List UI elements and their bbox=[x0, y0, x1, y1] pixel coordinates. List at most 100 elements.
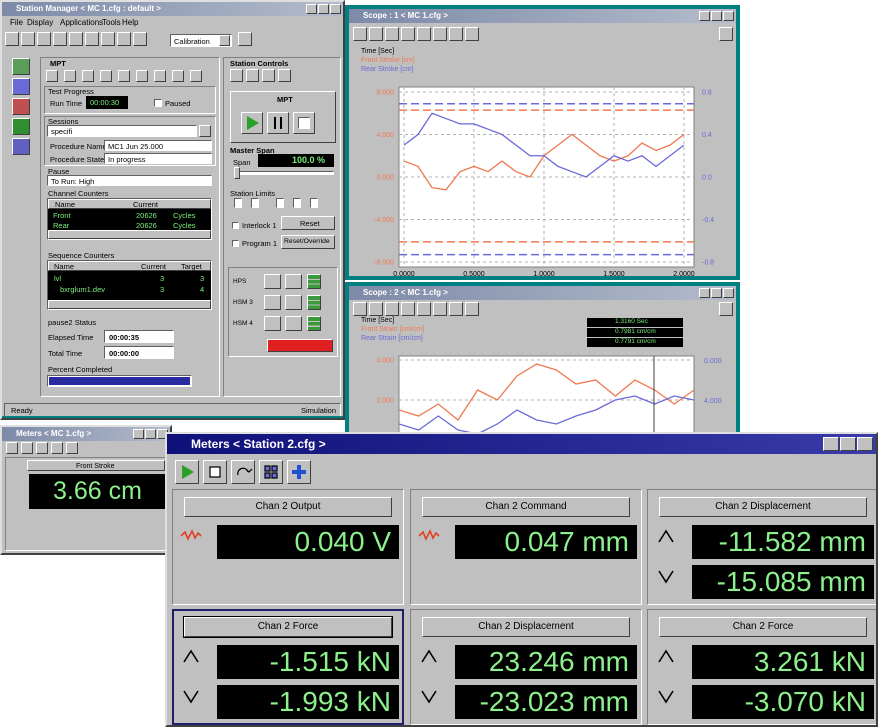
meter-header[interactable]: Chan 2 Command bbox=[422, 497, 630, 517]
tool-button[interactable] bbox=[5, 32, 19, 46]
paused-checkbox[interactable] bbox=[154, 99, 162, 107]
tool-button[interactable] bbox=[136, 70, 148, 82]
tool-button[interactable] bbox=[190, 70, 202, 82]
hps-off-button[interactable] bbox=[264, 316, 281, 331]
minimize-button[interactable] bbox=[306, 4, 317, 14]
hps-low-button[interactable] bbox=[285, 316, 302, 331]
tool-button[interactable] bbox=[66, 442, 78, 454]
maximize-button[interactable] bbox=[840, 437, 856, 451]
session-button[interactable] bbox=[199, 125, 211, 137]
tool-button[interactable] bbox=[51, 442, 63, 454]
tool-button[interactable] bbox=[82, 70, 94, 82]
tool-button[interactable] bbox=[100, 70, 112, 82]
minimize-button[interactable] bbox=[699, 288, 710, 298]
side-icon[interactable] bbox=[12, 118, 30, 135]
tool-button[interactable] bbox=[85, 32, 99, 46]
hps-low-button[interactable] bbox=[285, 295, 302, 310]
tool-button[interactable] bbox=[117, 32, 131, 46]
tool-button[interactable] bbox=[6, 442, 18, 454]
meter-header[interactable]: Chan 2 Output bbox=[184, 497, 392, 517]
hold-button[interactable] bbox=[267, 112, 289, 134]
meter-panel[interactable] bbox=[410, 489, 642, 605]
meter-header[interactable]: Chan 2 Displacement bbox=[659, 497, 867, 517]
tool-button[interactable] bbox=[246, 69, 259, 82]
interlock-checkbox[interactable] bbox=[232, 222, 239, 229]
play-button[interactable] bbox=[241, 112, 263, 134]
tool-button[interactable] bbox=[46, 70, 58, 82]
print-button[interactable] bbox=[719, 27, 733, 41]
tool-button[interactable] bbox=[64, 70, 76, 82]
close-button[interactable] bbox=[723, 11, 734, 21]
side-icon[interactable] bbox=[12, 58, 30, 75]
tool-button[interactable] bbox=[133, 32, 147, 46]
meter-header[interactable]: Chan 2 Force bbox=[659, 617, 867, 637]
help-button[interactable] bbox=[238, 32, 252, 46]
reset-button[interactable]: Reset bbox=[281, 216, 335, 230]
hps-off-button[interactable] bbox=[264, 274, 281, 289]
meter-panel[interactable] bbox=[172, 489, 404, 605]
tool-button[interactable] bbox=[69, 32, 83, 46]
toolbar-select[interactable]: Calibration bbox=[170, 34, 232, 47]
hps-high-button[interactable] bbox=[307, 295, 321, 310]
minimize-button[interactable] bbox=[133, 429, 144, 439]
emergency-button[interactable] bbox=[267, 339, 333, 352]
print-button[interactable] bbox=[719, 302, 733, 316]
add-button[interactable] bbox=[287, 460, 311, 484]
loop-button[interactable] bbox=[231, 460, 255, 484]
select-arrow[interactable] bbox=[219, 35, 230, 46]
reset-override-button[interactable]: Reset/Override bbox=[281, 235, 335, 249]
tool-button[interactable] bbox=[369, 27, 383, 41]
tool-button[interactable] bbox=[21, 32, 35, 46]
tool-button[interactable] bbox=[53, 32, 67, 46]
meter-panel[interactable] bbox=[172, 609, 404, 725]
tool-button[interactable] bbox=[118, 70, 130, 82]
close-button[interactable] bbox=[857, 437, 873, 451]
program-checkbox[interactable] bbox=[232, 240, 239, 247]
close-button[interactable] bbox=[723, 288, 734, 298]
maximize-button[interactable] bbox=[145, 429, 156, 439]
close-button[interactable] bbox=[330, 4, 341, 14]
session-combo[interactable]: specifi bbox=[47, 125, 197, 137]
minimize-button[interactable] bbox=[699, 11, 710, 21]
tool-button[interactable] bbox=[417, 27, 431, 41]
meter-header[interactable]: Chan 2 Displacement bbox=[422, 617, 630, 637]
minimize-button[interactable] bbox=[823, 437, 839, 451]
meter-panel[interactable] bbox=[410, 609, 642, 725]
tool-button[interactable] bbox=[262, 69, 275, 82]
grid-button[interactable] bbox=[259, 460, 283, 484]
maximize-button[interactable] bbox=[711, 288, 722, 298]
stop-button[interactable] bbox=[203, 460, 227, 484]
tool-button[interactable] bbox=[369, 302, 383, 316]
tool-button[interactable] bbox=[353, 27, 367, 41]
tool-button[interactable] bbox=[465, 302, 479, 316]
tool-button[interactable] bbox=[353, 302, 367, 316]
tool-button[interactable] bbox=[385, 27, 399, 41]
hps-high-button[interactable] bbox=[307, 274, 321, 289]
side-icon[interactable] bbox=[12, 138, 30, 155]
hps-off-button[interactable] bbox=[264, 295, 281, 310]
tool-button[interactable] bbox=[465, 27, 479, 41]
tool-button[interactable] bbox=[433, 27, 447, 41]
maximize-button[interactable] bbox=[711, 11, 722, 21]
tool-button[interactable] bbox=[385, 302, 399, 316]
tool-button[interactable] bbox=[433, 302, 447, 316]
meter-panel[interactable] bbox=[647, 609, 876, 725]
tool-button[interactable] bbox=[449, 302, 463, 316]
side-icon[interactable] bbox=[12, 78, 30, 95]
tool-button[interactable] bbox=[278, 69, 291, 82]
tool-button[interactable] bbox=[154, 70, 166, 82]
tool-button[interactable] bbox=[449, 27, 463, 41]
side-icon[interactable] bbox=[12, 98, 30, 115]
hps-low-button[interactable] bbox=[285, 274, 302, 289]
meter-header[interactable]: Chan 2 Force bbox=[183, 616, 393, 638]
tool-button[interactable] bbox=[101, 32, 115, 46]
tool-button[interactable] bbox=[401, 302, 415, 316]
hps-high-button[interactable] bbox=[307, 316, 321, 331]
play-button[interactable] bbox=[175, 460, 199, 484]
slider-thumb[interactable] bbox=[234, 167, 240, 179]
tool-button[interactable] bbox=[37, 32, 51, 46]
tool-button[interactable] bbox=[36, 442, 48, 454]
maximize-button[interactable] bbox=[318, 4, 329, 14]
tool-button[interactable] bbox=[172, 70, 184, 82]
tool-button[interactable] bbox=[230, 69, 243, 82]
